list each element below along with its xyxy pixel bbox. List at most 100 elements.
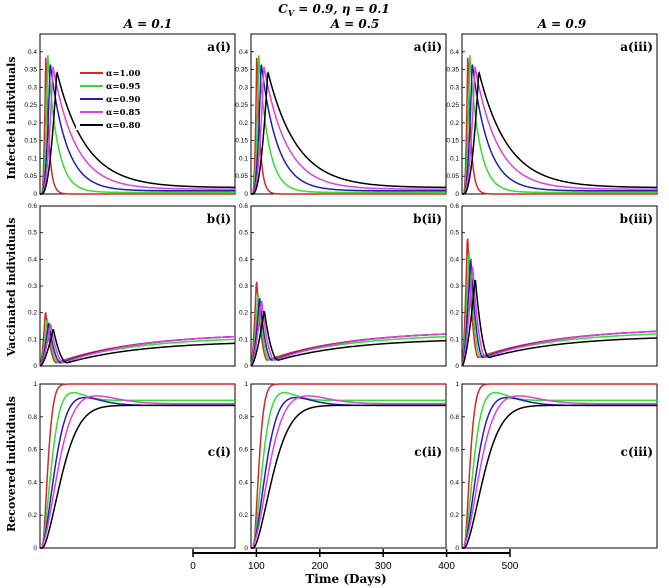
panel-frame [461, 33, 658, 195]
y-tick-label: 0.25 [235, 102, 248, 109]
panel-infected-1: 0 0.05 0.1 0.15 0.2 0.25 0.3 0.35 0.4 a(i) [24, 33, 236, 198]
y-tick-label: 0.35 [446, 67, 459, 74]
legend-entry: α=1.00 [106, 69, 140, 79]
y-tick-label: 0.5 [239, 230, 248, 237]
y-tick-label: 0.1 [239, 336, 248, 343]
series-line-alpha-0.80 [250, 310, 447, 367]
panel-label: b(ii) [413, 212, 442, 226]
y-tick-label: 0.5 [28, 230, 37, 237]
series-line-alpha-0.85 [40, 395, 235, 549]
panel-recovered-2: 0 0.2 0.4 0.6 0.8 1 c(ii) [239, 381, 447, 552]
series-line-alpha-1.00 [40, 383, 235, 549]
panel-frame [461, 205, 658, 367]
y-tick-label: 0 [244, 545, 248, 552]
y-tick-label: 0.2 [239, 512, 248, 519]
y-tick-label: 0.1 [450, 155, 459, 162]
y-tick-label: 0.2 [239, 310, 248, 317]
panel-frame [39, 205, 236, 367]
y-tick-label: 0.3 [28, 84, 37, 91]
legend-entry: α=0.90 [106, 95, 140, 105]
legend: α=1.00 α=0.95 α=0.90 α=0.85 α=0.80 [76, 66, 144, 131]
y-tick-label: 0.2 [28, 310, 37, 317]
y-tick-label: 0.3 [28, 283, 37, 290]
series-line-alpha-0.85 [462, 66, 657, 195]
y-tick-label: 0.2 [450, 512, 459, 519]
panel-vaccinated-2: 0 0.1 0.2 0.3 0.4 0.5 0.6 b(ii) [239, 203, 447, 370]
y-tick-label: 0.5 [450, 230, 459, 237]
series-line-alpha-0.80 [39, 328, 236, 367]
series-line-alpha-0.85 [462, 395, 657, 549]
panel-label: c(ii) [414, 445, 442, 459]
y-tick-label: 0.8 [239, 414, 248, 421]
panel-label: a(i) [207, 40, 231, 54]
y-tick-label: 0 [33, 363, 37, 370]
x-axis-label: Time (Days) [305, 572, 386, 586]
y-tick-label: 0.4 [450, 256, 459, 263]
panel-frame [250, 205, 447, 367]
y-tick-label: 0.1 [450, 336, 459, 343]
y-tick-label: 0.2 [450, 310, 459, 317]
series-line-alpha-0.95 [251, 391, 446, 549]
panel-frame [250, 33, 447, 195]
y-tick-label: 0.8 [450, 414, 459, 421]
y-tick-label: 0.6 [450, 447, 459, 454]
y-tick-label: 0.4 [450, 49, 459, 56]
series-line-alpha-0.90 [462, 64, 657, 195]
series-line-alpha-1.00 [462, 57, 657, 195]
y-tick-label: 0.6 [239, 203, 248, 210]
y-tick-label: 0.1 [28, 336, 37, 343]
series-line-alpha-0.80 [40, 404, 235, 549]
y-tick-label: 0 [244, 363, 248, 370]
y-tick-label: 0.15 [446, 138, 459, 145]
y-tick-label: 0.15 [24, 138, 37, 145]
x-tick-label: 500 [502, 561, 519, 572]
panel-frame [461, 383, 658, 549]
y-tick-label: 0.3 [450, 283, 459, 290]
series-line-alpha-0.95 [462, 391, 657, 549]
row-label-infected: Infected individuals [5, 57, 18, 180]
series-line-alpha-1.00 [251, 383, 446, 549]
y-tick-label: 0.2 [28, 120, 37, 127]
series-line-alpha-1.00 [462, 383, 657, 549]
series-line-alpha-0.95 [251, 55, 446, 195]
x-tick-label: 300 [375, 561, 392, 572]
y-tick-label: 0.15 [235, 138, 248, 145]
row-label-vaccinated: Vaccinated individuals [5, 218, 18, 358]
y-tick-label: 0.25 [24, 102, 37, 109]
bottom-x-axis: Time (Days) 0 100 200 300 400 500 [190, 549, 519, 586]
y-tick-label: 1 [244, 381, 248, 388]
y-tick-label: 0.6 [239, 447, 248, 454]
panel-vaccinated-3: 0 0.1 0.2 0.3 0.4 0.5 0.6 b(iii) [450, 203, 658, 370]
series-line-alpha-0.80 [251, 71, 447, 195]
series-line-alpha-0.80 [462, 404, 657, 549]
y-tick-label: 0 [455, 545, 459, 552]
y-tick-label: 0.6 [450, 203, 459, 210]
x-tick-label: 200 [311, 561, 328, 572]
series-line-alpha-0.85 [39, 323, 236, 367]
y-tick-label: 0.4 [239, 479, 248, 486]
y-tick-label: 0.4 [239, 49, 248, 56]
panel-grid: 0 0.05 0.1 0.15 0.2 0.25 0.3 0.35 0.4 a(i) 0 0.05 0.… [24, 33, 658, 552]
y-tick-label: 0.6 [28, 203, 37, 210]
panel-label: a(iii) [620, 40, 653, 54]
y-tick-label: 0.4 [239, 256, 248, 263]
series-line-alpha-0.80 [462, 71, 658, 195]
series-line-alpha-0.80 [251, 404, 446, 549]
series-line-alpha-0.90 [251, 64, 446, 195]
y-tick-label: 0.4 [28, 479, 37, 486]
y-tick-label: 0 [455, 363, 459, 370]
y-tick-label: 0.2 [450, 120, 459, 127]
series-line-alpha-0.85 [461, 266, 658, 367]
x-tick-label: 400 [438, 561, 455, 572]
y-tick-label: 0.05 [235, 173, 248, 180]
series-line-alpha-0.85 [251, 395, 446, 549]
y-tick-label: 0.8 [28, 414, 37, 421]
series-line-alpha-0.90 [40, 64, 235, 195]
x-tick-label: 0 [190, 561, 196, 572]
panel-label: b(iii) [620, 212, 653, 226]
y-tick-label: 0.25 [446, 102, 459, 109]
series-line-alpha-0.85 [40, 66, 235, 195]
legend-entry: α=0.80 [106, 121, 140, 131]
y-tick-label: 0.4 [450, 479, 459, 486]
